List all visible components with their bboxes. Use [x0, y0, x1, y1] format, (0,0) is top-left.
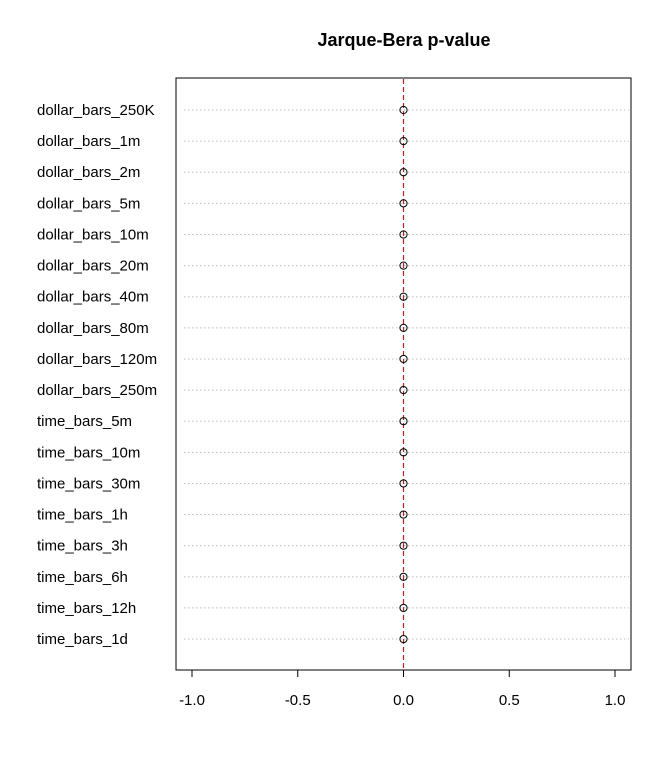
data-point — [399, 572, 408, 581]
data-point — [399, 603, 408, 613]
x-tick-label: -1.0 — [179, 692, 205, 709]
category-label: dollar_bars_1m — [37, 133, 140, 150]
data-point — [399, 541, 408, 550]
data-point — [399, 137, 408, 146]
data-point — [399, 261, 408, 270]
grid-lines — [184, 109, 629, 640]
category-label: dollar_bars_10m — [37, 226, 149, 243]
data-point — [399, 168, 408, 177]
category-label: time_bars_6h — [37, 569, 128, 586]
category-label: time_bars_12h — [37, 600, 136, 617]
category-label: time_bars_1h — [37, 507, 128, 524]
category-label: dollar_bars_40m — [37, 289, 149, 306]
data-point — [399, 105, 408, 115]
data-point — [399, 199, 408, 208]
category-label: dollar_bars_80m — [37, 320, 149, 337]
category-labels: dollar_bars_250K dollar_bars_1m dollar_bar… — [37, 102, 157, 648]
x-axis: -1.0 -0.5 0.0 0.5 1.0 — [179, 669, 626, 709]
data-points — [399, 105, 408, 644]
data-point — [399, 479, 408, 488]
category-label: time_bars_10m — [37, 444, 140, 461]
data-point — [399, 385, 408, 395]
category-label: time_bars_5m — [37, 413, 132, 430]
data-point — [399, 354, 408, 364]
category-label: time_bars_30m — [37, 475, 140, 492]
category-label: dollar_bars_250K — [37, 102, 155, 119]
category-label: dollar_bars_120m — [37, 351, 157, 368]
data-point — [399, 292, 408, 301]
data-point — [399, 634, 408, 644]
data-point — [399, 510, 408, 519]
category-label: dollar_bars_250m — [37, 382, 157, 399]
data-point — [399, 417, 408, 426]
chart-title: Jarque-Bera p-value — [317, 30, 490, 50]
x-tick-label: 0.0 — [393, 692, 414, 709]
category-label: dollar_bars_5m — [37, 195, 140, 212]
category-label: time_bars_1d — [37, 631, 128, 648]
category-label: dollar_bars_2m — [37, 164, 140, 181]
x-tick-label: 0.5 — [499, 692, 520, 709]
plot-frame — [175, 77, 632, 671]
category-label: time_bars_3h — [37, 538, 128, 555]
data-point — [399, 448, 408, 457]
data-point — [399, 323, 408, 332]
category-label: dollar_bars_20m — [37, 258, 149, 275]
x-tick-label: -0.5 — [285, 692, 311, 709]
x-tick-label: 1.0 — [605, 692, 626, 709]
data-point — [399, 230, 408, 239]
